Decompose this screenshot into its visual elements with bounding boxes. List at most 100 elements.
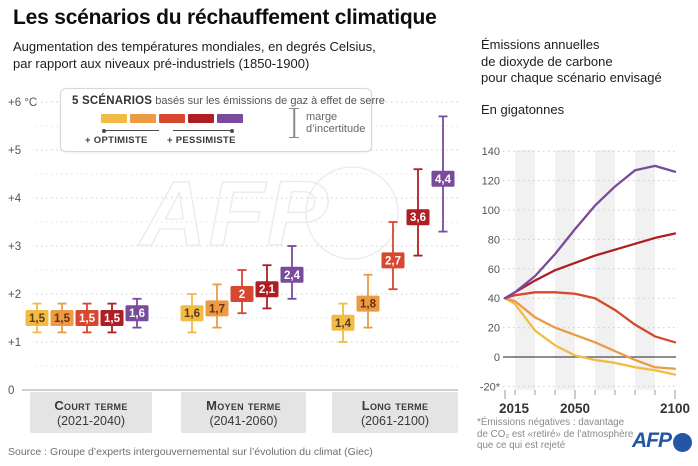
emissions-title-line-2: de dioxyde de carbone [481,53,613,69]
period-court-terme: Court terme (2021-2040) [30,392,152,433]
value-label: 2,4 [284,270,301,282]
page-title: Les scénarios du réchauffement climatiqu… [13,6,437,29]
y-tick-label: +3 [8,241,21,253]
value-box [230,286,254,302]
scenario-color-scale [101,114,243,123]
x-axis-label: 2100 [660,401,690,416]
y-tick-label: 140 [482,146,500,158]
y-tick-label: 80 [488,234,500,246]
emissions-line-2 [503,297,677,370]
subtitle-line-2: par rapport aux niveaux pré-industriels … [13,55,310,71]
source-credit: Source : Groupe d’experts intergouvernem… [8,446,373,458]
value-box [100,310,124,326]
scenario-swatch [130,114,156,123]
value-label: 1,5 [104,313,121,325]
afp-logo-text: AFP [632,429,672,452]
emissions-unit-label: En gigatonnes [481,102,565,117]
y-tick-label: +1 [8,337,21,349]
footnote-line-1: *Émissions négatives : davantage [477,417,625,428]
value-label: 1,8 [360,299,377,311]
legend-scenario-count: 5 SCÉNARIOS [72,95,153,107]
value-box [255,281,279,298]
uncertainty-label: marge d’incertitude [306,111,365,136]
scenario-legend: 5 SCÉNARIOS basés sur les émissions de g… [60,88,385,152]
chart-subtitle: Augmentation des températures mondiales,… [13,39,376,72]
y-tick-label: +5 [8,145,21,157]
scenario-swatch [188,114,214,123]
value-box [331,314,355,331]
y-tick-label: 120 [482,176,500,188]
decade-band [515,150,535,390]
y-tick-label: 20 [488,323,500,335]
y-tick-label: 0 [494,352,500,364]
value-label: 1,6 [129,308,145,320]
time-period-labels: Court terme (2021-2040) Moyen terme (204… [0,392,470,434]
x-axis-label: 2050 [560,401,590,416]
emissions-title-line-1: Émissions annuelles [481,37,600,52]
value-label: 2,7 [385,255,401,267]
value-label: 1,4 [335,318,352,330]
y-tick-label: +4 [8,193,22,205]
period-years: (2021-2040) [56,413,126,428]
emissions-line-3 [503,291,677,344]
value-box [280,266,304,283]
period-label: Long terme [361,397,429,413]
emissions-chart-title: Émissions annuelles de dioxyde de carbon… [481,37,662,87]
value-label: 2 [239,289,245,301]
value-box [50,310,74,326]
value-box [381,252,405,269]
optimiste-arrow [102,128,159,133]
scenario-swatch [217,114,243,123]
decade-band [555,150,575,390]
afp-globe-icon [673,432,692,452]
y-tick-label: 60 [488,264,500,276]
afp-watermark-circle [305,166,399,260]
x-axis-label: 2015 [499,401,530,416]
period-long-terme: Long terme (2061-2100) [332,392,458,433]
co2-emissions-chart: 140 120 100 80 60 40 20 0 -20* 2015 2050 2100 [480,146,690,416]
pessimiste-arrow [173,128,234,133]
value-box [125,305,149,322]
afp-logo: AFP [632,429,692,453]
decade-band [635,150,655,390]
uncertainty-label-line-1: marge [306,110,338,123]
value-label: 3,6 [410,212,426,224]
decade-band [595,150,615,390]
footnote-line-2: de CO₂ est «retiré» de l’atmosphère [477,428,634,440]
value-label: 1,6 [184,308,200,320]
error-bar-icon [289,108,299,138]
value-label: 2,1 [259,284,276,296]
emissions-line-1 [503,297,677,376]
scenario-swatch [101,114,127,123]
period-years: (2041-2060) [209,413,278,428]
legend-title-rest: basés sur les émissions de gaz à effet d… [152,95,385,107]
legend-title: 5 SCÉNARIOS basés sur les émissions de g… [72,95,385,107]
optimiste-label: + OPTIMISTE [85,135,148,146]
period-moyen-terme: Moyen terme (2041-2060) [181,392,306,433]
pessimiste-label: + PESSIMISTE [167,135,236,146]
value-label: 1,7 [209,303,225,315]
value-label: 1,5 [79,313,96,325]
y-tick-label: -20* [480,381,501,393]
scenario-swatch [159,114,185,123]
y-tick-label: 100 [482,205,500,217]
period-label: Moyen terme [206,397,281,413]
value-label: 1,5 [54,313,71,325]
y-tick-label: +2 [8,289,21,301]
value-label: 1,5 [29,313,46,325]
emissions-line-4 [503,232,677,300]
value-box [431,170,455,187]
period-label: Court terme [54,397,128,413]
value-box [356,295,380,312]
period-years: (2061-2100) [360,413,430,428]
value-box [406,209,430,226]
value-box [205,300,229,317]
emissions-title-line-3: pour chaque scénario envisagé [481,70,662,85]
subtitle-line-1: Augmentation des températures mondiales,… [13,39,376,54]
afp-watermark-text: AFP [138,163,330,265]
y-tick-label: 40 [488,293,500,305]
value-box [180,305,204,322]
uncertainty-legend: marge d’incertitude [289,108,365,138]
value-label: 4,4 [435,174,452,186]
